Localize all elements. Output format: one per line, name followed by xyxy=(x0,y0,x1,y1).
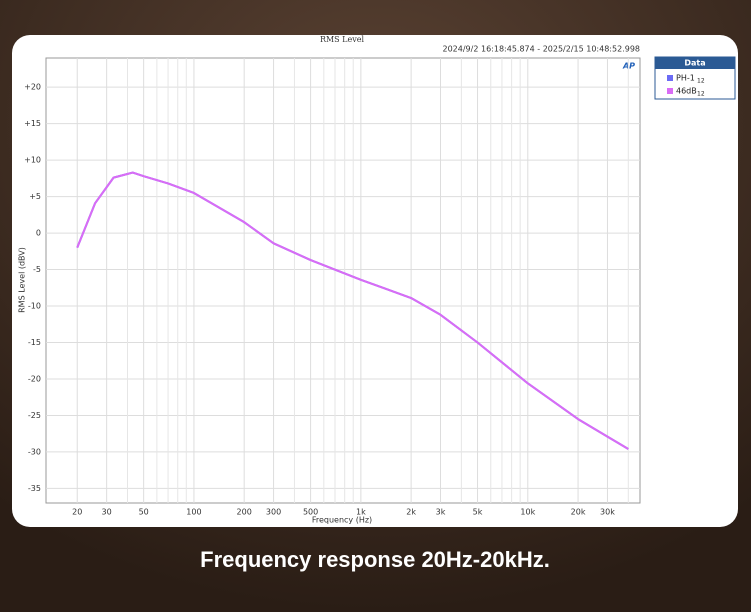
legend-swatch xyxy=(667,75,673,81)
x-tick-label: 5k xyxy=(473,508,483,517)
x-axis-title: Frequency (Hz) xyxy=(312,516,372,525)
legend-header xyxy=(655,57,735,69)
x-tick-label: 30 xyxy=(102,508,112,517)
x-tick-label: 30k xyxy=(600,508,615,517)
legend-label: PH-1 xyxy=(676,74,695,83)
x-tick-label: 100 xyxy=(186,508,201,517)
subtitle: 2024/9/2 16:18:45.874 - 2025/2/15 10:48:… xyxy=(443,45,641,54)
y-tick-label: -10 xyxy=(28,302,41,311)
y-tick-label: -5 xyxy=(33,265,41,274)
plot-area xyxy=(45,57,641,504)
y-tick-label: -15 xyxy=(28,338,41,347)
x-tick-label: 10k xyxy=(520,508,535,517)
y-tick-label: +5 xyxy=(29,192,41,201)
legend-channel: 12 xyxy=(697,91,705,98)
x-tick-label: 200 xyxy=(237,508,252,517)
series-line xyxy=(76,171,629,450)
x-tick-label: 20k xyxy=(571,508,586,517)
legend-label: 46dB xyxy=(676,87,697,96)
legend-title: Data xyxy=(684,59,705,68)
x-tick-label: 1k xyxy=(356,508,366,517)
y-tick-label: -35 xyxy=(28,484,41,493)
y-tick-label: -25 xyxy=(28,411,41,420)
x-tick-label: 2k xyxy=(406,508,416,517)
x-tick-label: 500 xyxy=(303,508,318,517)
x-tick-label: 300 xyxy=(266,508,281,517)
x-tick-label: 20 xyxy=(72,508,82,517)
caption: Frequency response 20Hz-20kHz. xyxy=(200,547,550,572)
y-tick-label: +15 xyxy=(24,119,41,128)
x-tick-label: 50 xyxy=(139,508,149,517)
y-tick-label: +10 xyxy=(24,156,41,165)
y-tick-label: -30 xyxy=(28,447,41,456)
chart-title: RMS Level xyxy=(320,35,365,44)
x-tick-label: 3k xyxy=(436,508,446,517)
legend-swatch xyxy=(667,88,673,94)
legend-channel: 12 xyxy=(697,78,705,85)
y-tick-label: +20 xyxy=(24,83,41,92)
y-tick-label: -20 xyxy=(28,374,41,383)
y-tick-label: 0 xyxy=(36,229,41,238)
y-axis-title: RMS Level (dBV) xyxy=(18,247,27,313)
